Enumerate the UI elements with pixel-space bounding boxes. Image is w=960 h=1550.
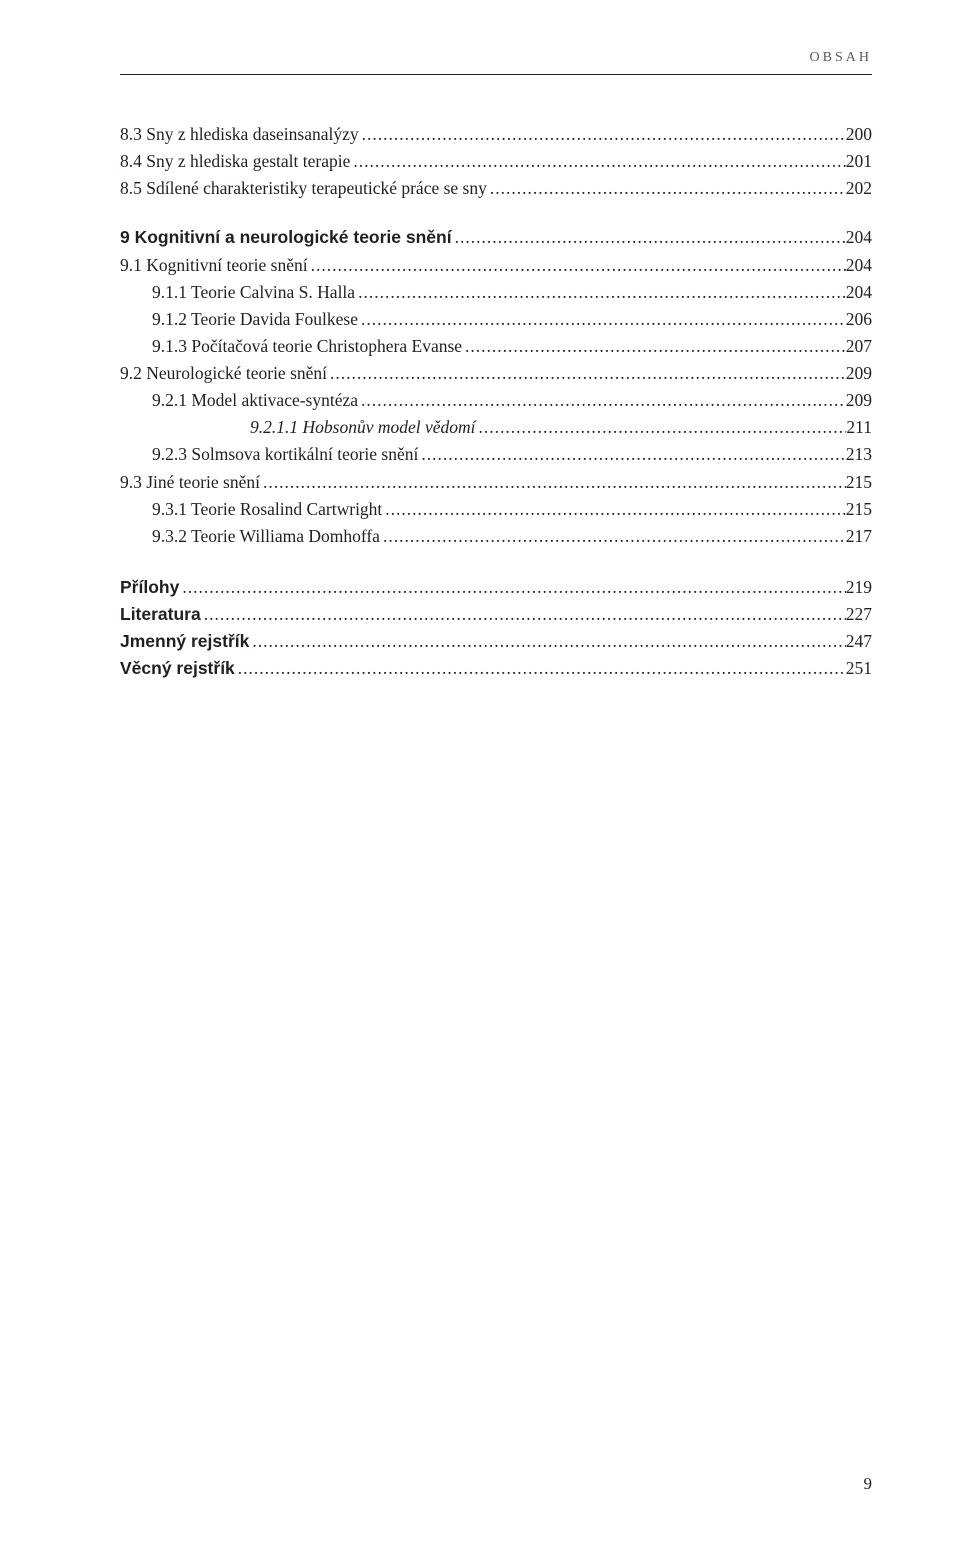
toc-entry-text: 9.2.1.1 Hobsonův model vědomí [250, 414, 476, 441]
toc-entry: 9.1 Kognitivní teorie snění 204 [120, 252, 872, 279]
toc-leader-dots [201, 601, 846, 628]
toc-entry-page: 204 [846, 252, 872, 279]
toc-entry-text: 9.3 Jiné teorie snění [120, 469, 260, 496]
toc-entry-text: Věcný rejstřík [120, 655, 235, 682]
toc-entry-text: Literatura [120, 601, 201, 628]
toc-entry-page: 209 [846, 360, 872, 387]
toc-entry-page: 219 [846, 574, 872, 601]
toc-entry-page: 213 [846, 441, 872, 468]
toc-leader-dots [355, 279, 846, 306]
toc-entry-text: 8.3 Sny z hlediska daseinsanalýzy [120, 121, 359, 148]
toc-entry-page: 206 [846, 306, 872, 333]
toc-leader-dots [308, 252, 846, 279]
toc-leader-dots [359, 121, 846, 148]
toc-entry-page: 247 [846, 628, 872, 655]
toc-entry-text: 8.5 Sdílené charakteristiky terapeutické… [120, 175, 487, 202]
toc-entry: 9.2 Neurologické teorie snění 209 [120, 360, 872, 387]
toc-entry-text: 9.2.3 Solmsova kortikální teorie snění [152, 441, 418, 468]
toc-leader-dots [487, 175, 846, 202]
toc-entry-text: Jmenný rejstřík [120, 628, 249, 655]
toc-leader-dots [476, 414, 847, 441]
toc-leader-dots [452, 224, 846, 251]
toc-entry: Věcný rejstřík 251 [120, 655, 872, 682]
toc-entry: 9.1.2 Teorie Davida Foulkese 206 [120, 306, 872, 333]
toc-leader-dots [380, 523, 846, 550]
toc-entry-page: 251 [846, 655, 872, 682]
toc-leader-dots [358, 306, 846, 333]
toc-entry-page: 204 [846, 224, 872, 251]
toc-entry-page: 202 [846, 175, 872, 202]
toc-entry-text: 9 Kognitivní a neurologické teorie snění [120, 224, 452, 251]
toc-entry-page: 217 [846, 523, 872, 550]
toc-entry-text: Přílohy [120, 574, 179, 601]
toc-entry: 9.1.1 Teorie Calvina S. Halla 204 [120, 279, 872, 306]
toc-entry-text: 9.1.1 Teorie Calvina S. Halla [152, 279, 355, 306]
toc-leader-dots [235, 655, 846, 682]
toc-entry-page: 215 [846, 496, 872, 523]
toc-entry-page: 211 [846, 414, 872, 441]
toc-leader-dots [350, 148, 845, 175]
toc-leader-dots [418, 441, 845, 468]
toc-entry: 9.2.1.1 Hobsonův model vědomí 211 [120, 414, 872, 441]
toc-leader-dots [462, 333, 846, 360]
toc-entry: 9.3.2 Teorie Williama Domhoffa 217 [120, 523, 872, 550]
toc-leader-dots [179, 574, 845, 601]
toc-leader-dots [260, 469, 846, 496]
toc-entry-text: 9.2.1 Model aktivace-syntéza [152, 387, 358, 414]
toc-entry-text: 8.4 Sny z hlediska gestalt terapie [120, 148, 350, 175]
running-header: OBSAH [120, 50, 872, 66]
toc-entry-page: 207 [846, 333, 872, 360]
toc-leader-dots [382, 496, 845, 523]
toc-entry-page: 227 [846, 601, 872, 628]
toc-entry: Přílohy 219 [120, 574, 872, 601]
toc-entry-page: 200 [846, 121, 872, 148]
toc-entry-page: 209 [846, 387, 872, 414]
toc-entry-page: 201 [846, 148, 872, 175]
page-number: 9 [864, 1474, 873, 1494]
toc-entry-text: 9.2 Neurologické teorie snění [120, 360, 327, 387]
toc-entry: 9.1.3 Počítačová teorie Christophera Eva… [120, 333, 872, 360]
toc-entry: 8.4 Sny z hlediska gestalt terapie 201 [120, 148, 872, 175]
toc-leader-dots [327, 360, 846, 387]
table-of-contents: 8.3 Sny z hlediska daseinsanalýzy2008.4 … [120, 121, 872, 682]
toc-entry: 9 Kognitivní a neurologické teorie snění… [120, 224, 872, 251]
toc-entry: 8.5 Sdílené charakteristiky terapeutické… [120, 175, 872, 202]
toc-leader-dots [249, 628, 845, 655]
toc-entry: Jmenný rejstřík 247 [120, 628, 872, 655]
page-content: OBSAH 8.3 Sny z hlediska daseinsanalýzy 2… [0, 0, 960, 682]
toc-entry-text: 9.3.1 Teorie Rosalind Cartwright [152, 496, 382, 523]
toc-entry: 8.3 Sny z hlediska daseinsanalýzy 200 [120, 121, 872, 148]
toc-entry: Literatura 227 [120, 601, 872, 628]
toc-entry: 9.2.3 Solmsova kortikální teorie snění 21… [120, 441, 872, 468]
header-rule [120, 74, 872, 75]
toc-entry: 9.3 Jiné teorie snění 215 [120, 469, 872, 496]
toc-entry: 9.2.1 Model aktivace-syntéza 209 [120, 387, 872, 414]
toc-entry-text: 9.1 Kognitivní teorie snění [120, 252, 308, 279]
toc-leader-dots [358, 387, 846, 414]
toc-entry-text: 9.1.2 Teorie Davida Foulkese [152, 306, 358, 333]
toc-entry-page: 215 [846, 469, 872, 496]
toc-entry-page: 204 [846, 279, 872, 306]
toc-entry: 9.3.1 Teorie Rosalind Cartwright 215 [120, 496, 872, 523]
toc-entry-text: 9.3.2 Teorie Williama Domhoffa [152, 523, 380, 550]
toc-entry-text: 9.1.3 Počítačová teorie Christophera Eva… [152, 333, 462, 360]
